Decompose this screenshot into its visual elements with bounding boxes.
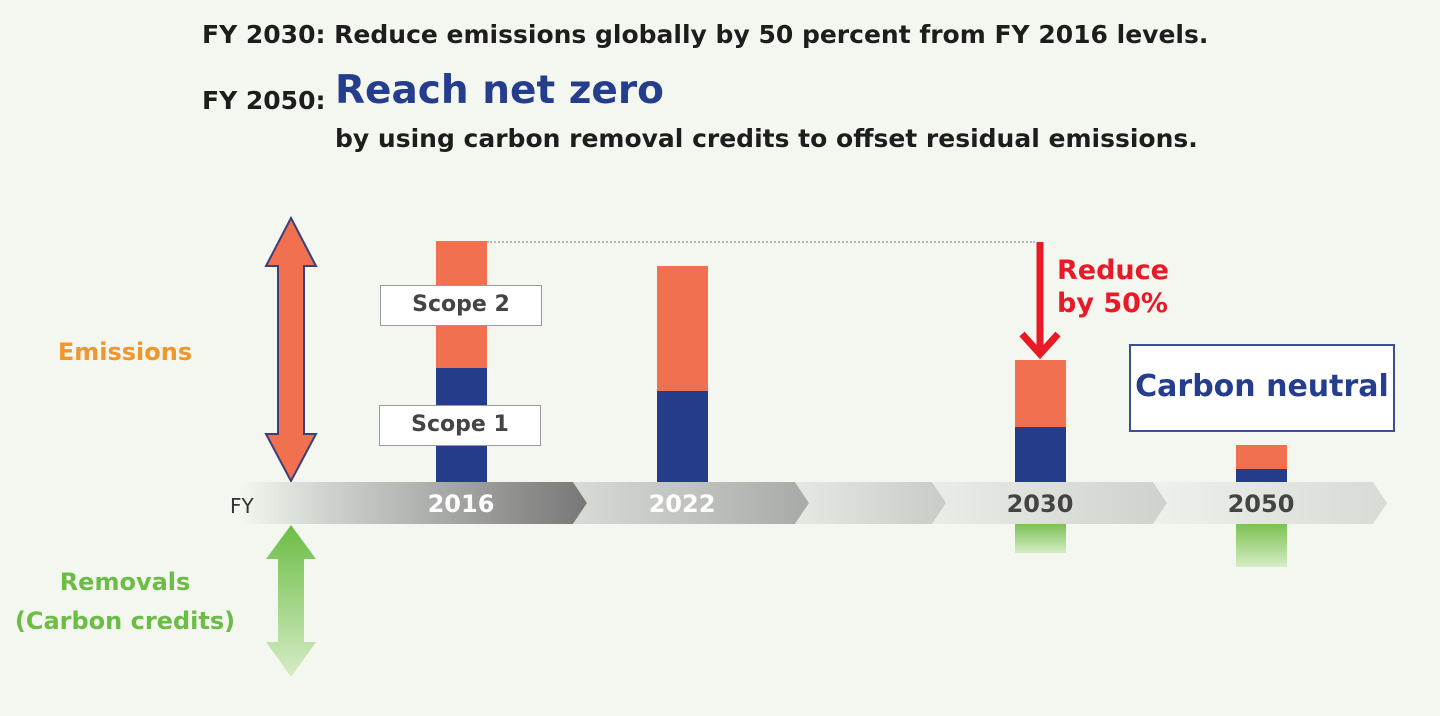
emissions-label: Emissions	[57, 338, 193, 366]
net-zero-headline: Reach net zero	[335, 68, 664, 113]
baseline-reference-line	[487, 241, 1035, 243]
year-label-2016: 2016	[427, 490, 495, 518]
removals-double-arrow-icon	[266, 525, 316, 677]
scope2-label: Scope 2	[380, 285, 542, 326]
reduce-label: Reduce by 50%	[1057, 254, 1169, 320]
carbon-neutral-box: Carbon neutral	[1129, 344, 1395, 432]
fy-axis-label: FY	[230, 494, 254, 518]
bar-2050-scope2	[1236, 445, 1287, 469]
bar-2022-scope1	[657, 391, 708, 482]
fy-timeline	[240, 482, 1387, 524]
removals-label: Removals	[59, 568, 191, 596]
emissions-double-arrow-icon	[264, 216, 318, 484]
year-label-2022: 2022	[648, 490, 716, 518]
bar-2050-removals	[1236, 524, 1287, 567]
year-label-2050: 2050	[1227, 490, 1295, 518]
bar-2050-scope1	[1236, 469, 1287, 482]
bar-2030-removals	[1015, 524, 1066, 553]
removals-sublabel: (Carbon credits)	[14, 607, 236, 635]
reduce-label-line1: Reduce	[1057, 255, 1169, 286]
scope1-label: Scope 1	[379, 405, 541, 446]
reduce-down-arrow-icon	[1019, 242, 1061, 360]
bar-2030-scope1	[1015, 427, 1066, 482]
fy2050-prefix: FY 2050:	[202, 86, 326, 115]
bar-2022-scope2	[657, 266, 708, 391]
year-label-2030: 2030	[1006, 490, 1074, 518]
fy2050-description: by using carbon removal credits to offse…	[335, 124, 1198, 153]
bar-2030-scope2	[1015, 360, 1066, 427]
fy2030-target: FY 2030: Reduce emissions globally by 50…	[202, 20, 1209, 49]
reduce-label-line2: by 50%	[1057, 288, 1168, 319]
